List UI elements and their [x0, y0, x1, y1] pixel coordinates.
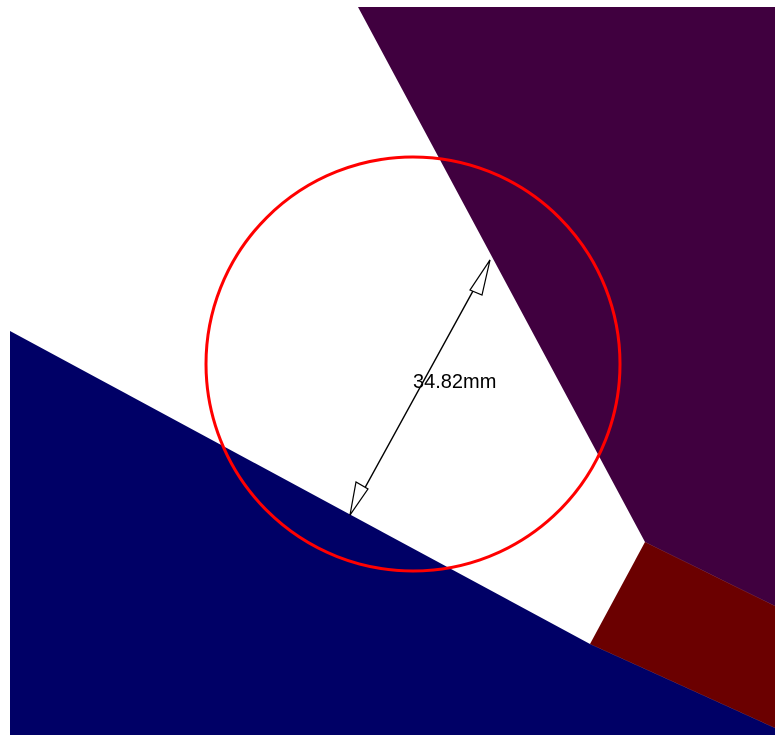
dimension-line: [349, 259, 491, 516]
dimension-label: 34.82mm: [413, 371, 496, 393]
upper-right-region: [350, 7, 775, 606]
arrowhead-bottom: [349, 481, 369, 516]
arrowhead-top: [469, 259, 491, 296]
lower-left-region: [10, 331, 775, 735]
corner-block: [590, 542, 775, 728]
highlight-circle: [204, 155, 622, 573]
